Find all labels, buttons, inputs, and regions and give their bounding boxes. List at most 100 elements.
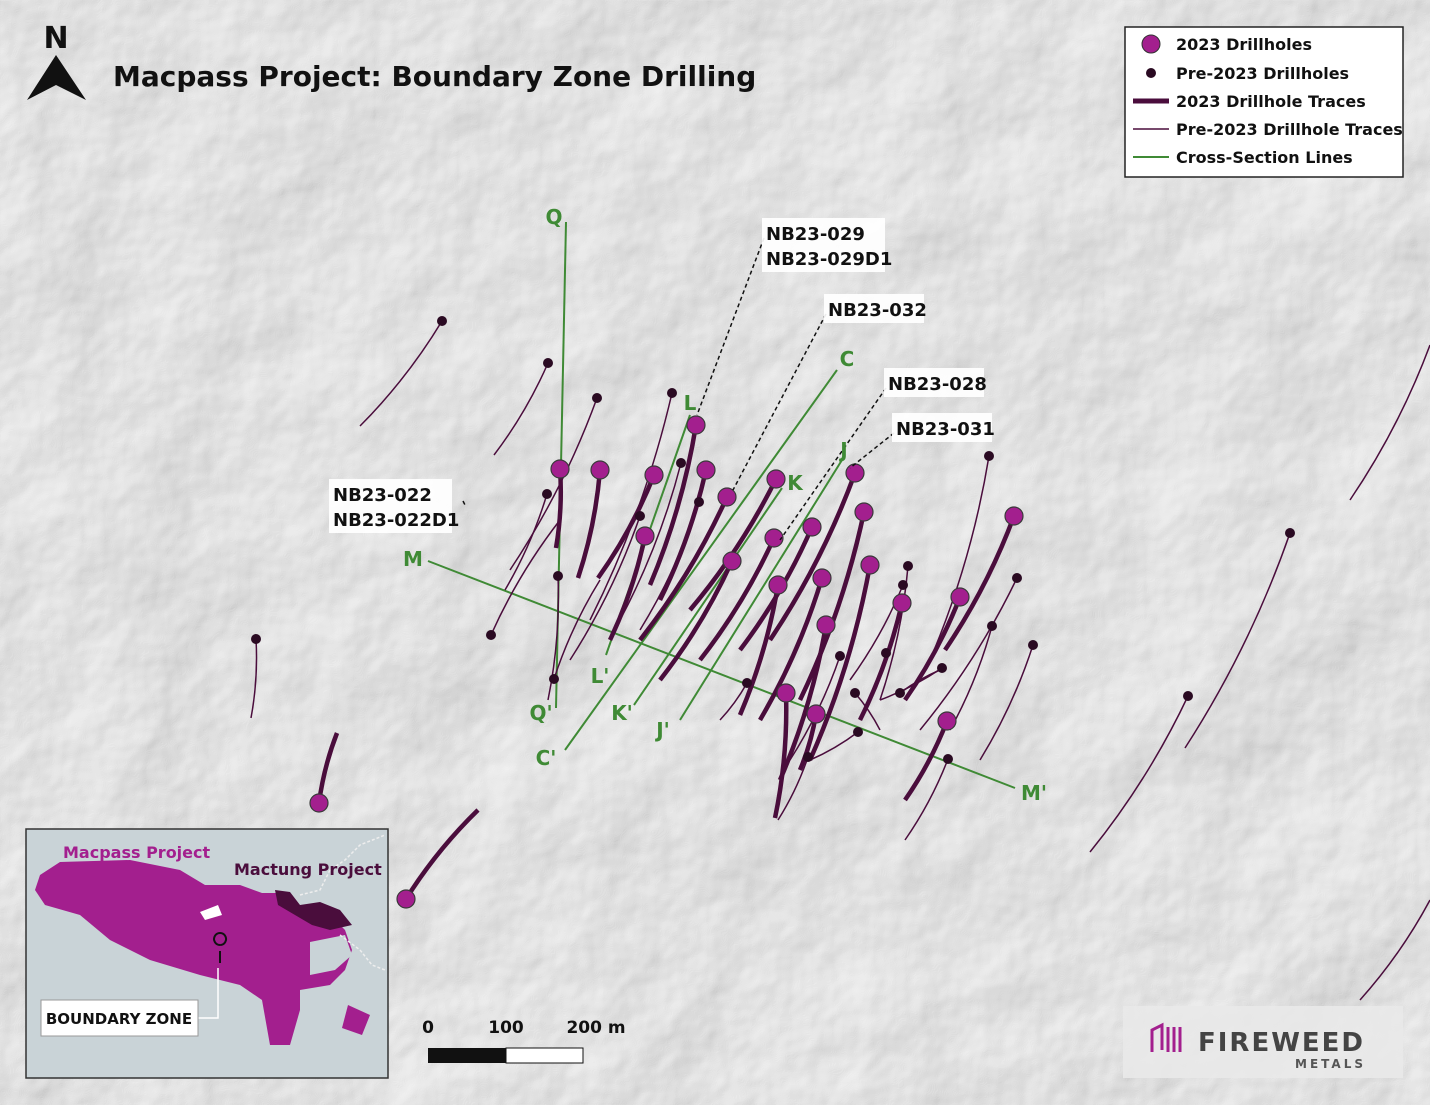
label-leader bbox=[849, 432, 895, 469]
logo-box bbox=[1123, 1006, 1403, 1078]
north-arrow bbox=[27, 55, 86, 100]
drillhole-collar bbox=[635, 526, 655, 546]
drillhole-collar bbox=[644, 465, 664, 485]
pre-2023-collar bbox=[549, 674, 559, 684]
drillhole-collar bbox=[696, 460, 716, 480]
pre-2023-trace bbox=[1349, 344, 1430, 501]
pre-2023-collar bbox=[251, 634, 261, 644]
pre-2023-collar bbox=[543, 358, 553, 368]
hole-label: NB23-029 bbox=[766, 224, 865, 245]
drillhole-collar bbox=[950, 587, 970, 607]
pre-2023-trace bbox=[1089, 695, 1189, 853]
hole-label: NB23-031 bbox=[896, 419, 995, 440]
section-line bbox=[633, 487, 783, 706]
inset-label: Macpass Project bbox=[63, 843, 211, 862]
section-label: L' bbox=[591, 664, 610, 688]
legend-label: 2023 Drillholes bbox=[1176, 35, 1312, 54]
logo-name: FIREWEED bbox=[1198, 1028, 1365, 1058]
inset-label: BOUNDARY ZONE bbox=[46, 1010, 192, 1028]
section-line bbox=[564, 369, 838, 751]
drillhole-trace bbox=[797, 511, 867, 701]
pre-2023-collar bbox=[592, 393, 602, 403]
pre-2023-trace bbox=[1184, 532, 1291, 749]
pre-2023-collar bbox=[984, 451, 994, 461]
drillhole-collar bbox=[860, 555, 880, 575]
drillhole-trace bbox=[737, 584, 781, 716]
legend-box bbox=[1124, 26, 1404, 178]
scale-label: 100 bbox=[488, 1018, 524, 1038]
drillhole-trace bbox=[607, 535, 648, 641]
drillhole-trace bbox=[658, 560, 735, 682]
scale-segment bbox=[428, 1048, 506, 1063]
label-leaders bbox=[462, 237, 895, 541]
pre-2023-collar bbox=[1028, 640, 1038, 650]
legend-label: Cross-Section Lines bbox=[1176, 148, 1353, 167]
drillhole-trace bbox=[807, 564, 873, 761]
logo-mark bbox=[1150, 1022, 1182, 1052]
drillhole-collar bbox=[686, 415, 706, 435]
pre-2023-collar bbox=[676, 458, 686, 468]
legend-label: 2023 Drillhole Traces bbox=[1176, 92, 1366, 111]
pre-2023-collar bbox=[1183, 691, 1193, 701]
drillhole-collar bbox=[550, 459, 570, 479]
label-box bbox=[329, 479, 452, 533]
pre-2023-collar bbox=[742, 678, 752, 688]
scale-bar: 0 100 200 m bbox=[422, 1018, 626, 1064]
map-title: Macpass Project: Boundary Zone Drilling bbox=[113, 60, 756, 93]
macpass-area bbox=[35, 860, 352, 1045]
inset-leader bbox=[198, 968, 219, 1019]
drillholes bbox=[250, 316, 1430, 1001]
drillhole-trace bbox=[772, 692, 789, 819]
drillhole-trace bbox=[657, 469, 709, 601]
drillhole-trace bbox=[647, 424, 699, 586]
inset-hole bbox=[200, 905, 222, 920]
drillhole-collar bbox=[845, 463, 865, 483]
pre-2023-trace bbox=[904, 758, 949, 841]
pre-2023-collar bbox=[694, 497, 704, 507]
pre-2023-collar bbox=[898, 580, 908, 590]
pre-2023-trace bbox=[919, 577, 1018, 731]
drillhole-collar bbox=[722, 551, 742, 571]
pre-2023-collar bbox=[1012, 573, 1022, 583]
drillhole-trace bbox=[404, 808, 480, 901]
hole-label: NB23-029D1 bbox=[766, 249, 892, 270]
drillhole-collar bbox=[776, 683, 796, 703]
drillhole-collar bbox=[1004, 506, 1024, 526]
scale-label: 200 m bbox=[566, 1018, 625, 1038]
drillhole-trace bbox=[698, 537, 777, 662]
section-label: J' bbox=[654, 718, 670, 742]
label-leader bbox=[696, 237, 765, 416]
hole-label: NB23-032 bbox=[828, 300, 927, 321]
section-label: C' bbox=[536, 746, 557, 770]
drillhole-trace bbox=[638, 496, 730, 642]
pre-2023-collar bbox=[835, 651, 845, 661]
pre-2023-trace bbox=[359, 320, 443, 427]
pre-2023-trace bbox=[504, 493, 548, 591]
drillhole-collar bbox=[590, 460, 610, 480]
legend-label: Pre-2023 Drillholes bbox=[1176, 64, 1349, 83]
drillhole-collar bbox=[764, 528, 784, 548]
inset-hole bbox=[310, 935, 352, 975]
pre-2023-trace bbox=[879, 565, 909, 701]
pre-2023-collar bbox=[437, 316, 447, 326]
inset-label-box bbox=[40, 999, 199, 1037]
pre-2023-trace bbox=[1359, 899, 1430, 1001]
drillhole-trace bbox=[768, 472, 858, 642]
legend-label: Pre-2023 Drillhole Traces bbox=[1176, 120, 1403, 139]
drillhole-trace bbox=[903, 596, 963, 702]
drillhole-collar bbox=[766, 469, 786, 489]
section-line bbox=[427, 560, 1016, 789]
drillhole-collar bbox=[937, 711, 957, 731]
pre-2023-collar bbox=[987, 621, 997, 631]
drillhole-collar bbox=[816, 615, 836, 635]
drillhole-collar bbox=[892, 593, 912, 613]
drillhole-trace bbox=[777, 624, 829, 781]
north-label: N bbox=[43, 21, 68, 56]
pre-2023-collar bbox=[895, 688, 905, 698]
drillhole-collar bbox=[854, 502, 874, 522]
label-leader bbox=[462, 500, 466, 506]
drillhole-trace bbox=[596, 474, 657, 580]
location-pin bbox=[213, 932, 228, 963]
drillhole-collar bbox=[802, 517, 822, 537]
